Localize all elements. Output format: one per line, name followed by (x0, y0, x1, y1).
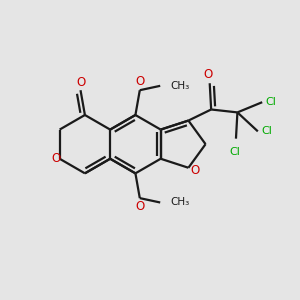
Text: Cl: Cl (261, 126, 272, 136)
Text: O: O (52, 152, 61, 165)
Text: CH₃: CH₃ (170, 81, 190, 91)
Text: CH₃: CH₃ (170, 197, 190, 208)
Text: O: O (135, 75, 144, 88)
Text: O: O (76, 76, 85, 88)
Text: O: O (135, 200, 144, 213)
Text: Cl: Cl (229, 147, 240, 157)
Text: O: O (190, 164, 200, 177)
Text: Cl: Cl (266, 97, 277, 107)
Text: O: O (204, 68, 213, 81)
